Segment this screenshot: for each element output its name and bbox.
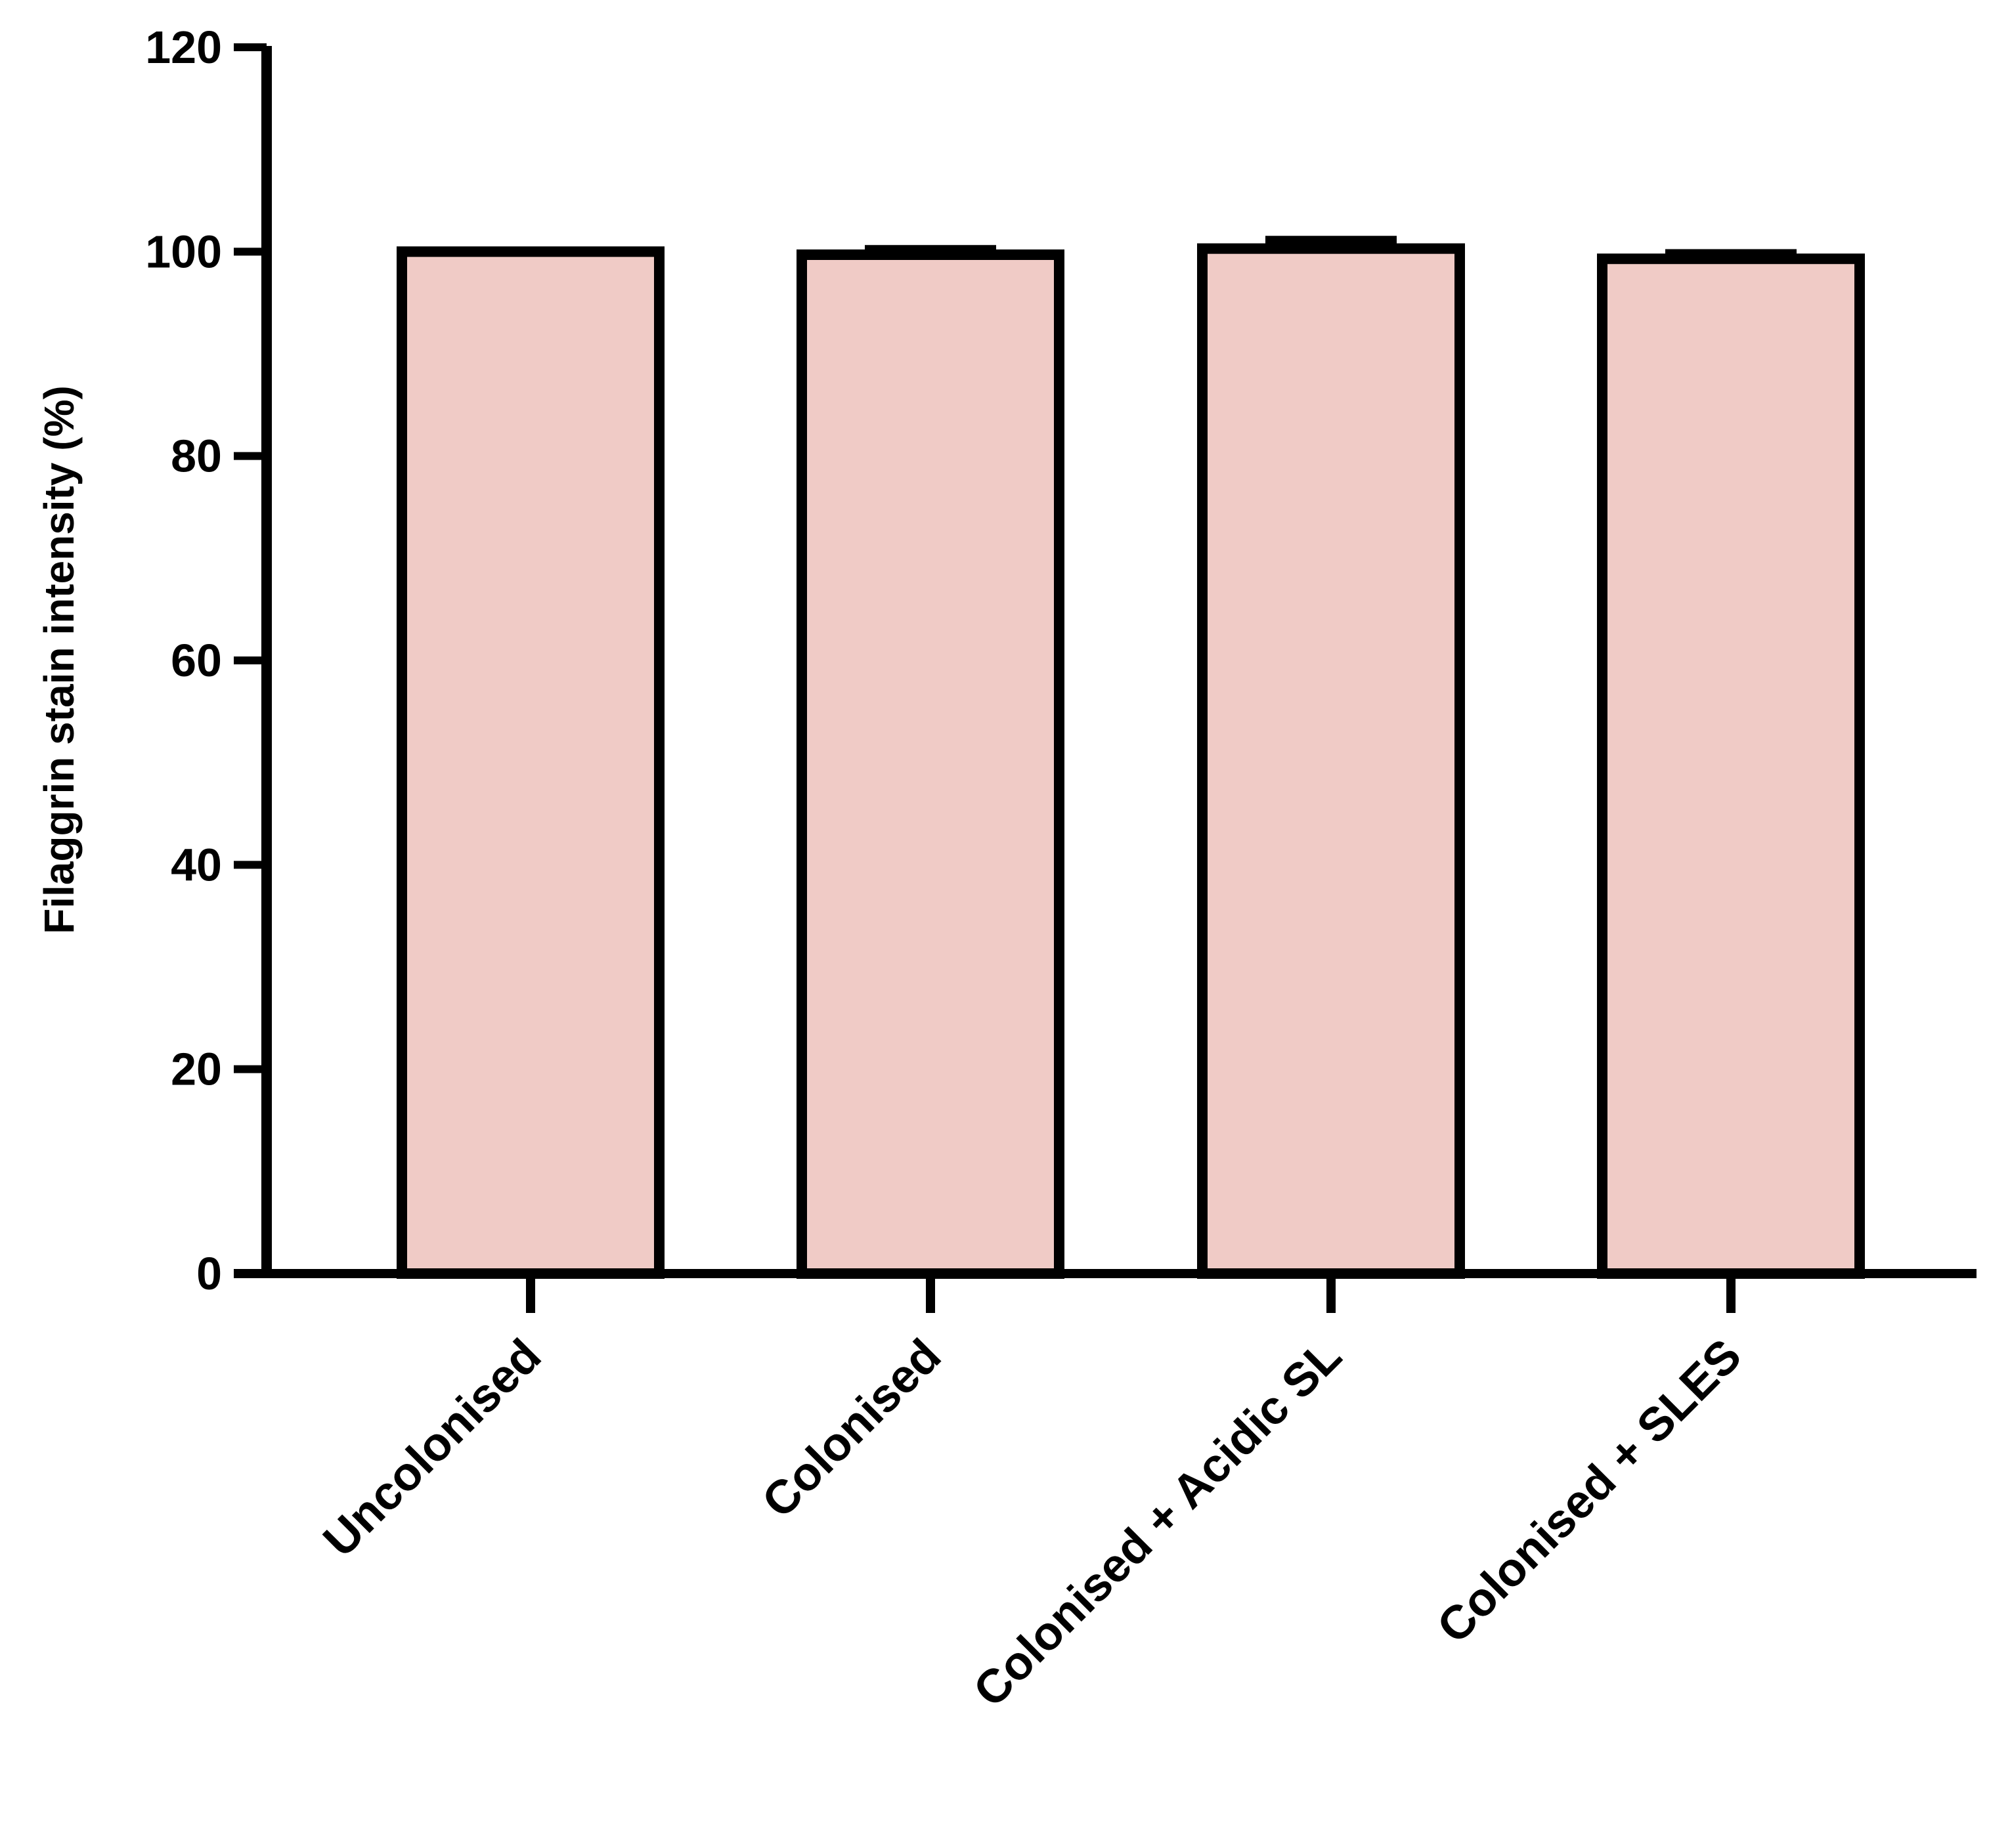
y-tick-label-3: 60 bbox=[171, 635, 222, 686]
x-tick-label-1: Colonised bbox=[753, 1329, 951, 1528]
y-tick-label-2: 40 bbox=[171, 839, 222, 890]
bar-0 bbox=[397, 246, 665, 1279]
bar-3 bbox=[1597, 253, 1865, 1279]
y-tick-label-5: 100 bbox=[145, 226, 222, 277]
y-tick-label-4: 80 bbox=[171, 431, 222, 482]
x-tick-label-0: Uncolonised bbox=[313, 1329, 551, 1567]
y-axis-label: Filaggrin stain intensity (%) bbox=[35, 385, 83, 934]
y-tick-label-0: 0 bbox=[196, 1248, 222, 1299]
y-tick-label-1: 20 bbox=[171, 1044, 222, 1095]
y-tick-label-6: 120 bbox=[145, 22, 222, 73]
x-tick-label-3: Colonised + SLES bbox=[1428, 1329, 1752, 1654]
bars-group bbox=[397, 236, 1865, 1279]
x-tick-label-2: Colonised + Acidic SL bbox=[964, 1329, 1352, 1717]
bar-2 bbox=[1197, 243, 1465, 1279]
bar-1 bbox=[797, 249, 1064, 1279]
